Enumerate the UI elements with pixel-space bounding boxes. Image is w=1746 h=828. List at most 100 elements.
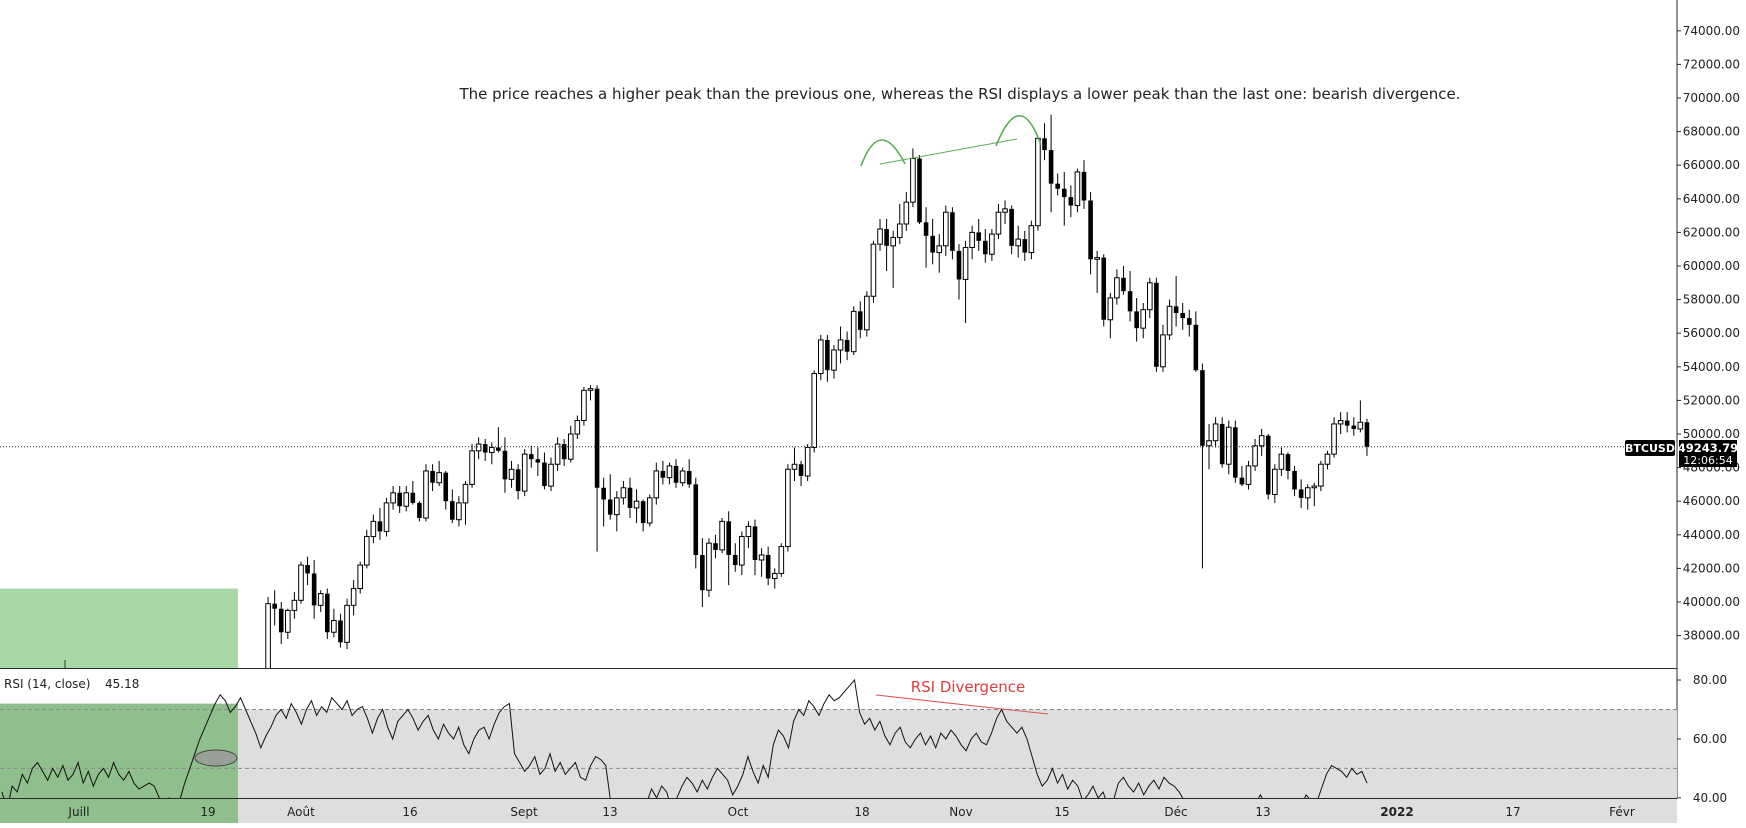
candle-body-down bbox=[627, 487, 633, 508]
candle bbox=[798, 460, 804, 487]
candle-body-down bbox=[917, 158, 922, 223]
candle bbox=[521, 449, 528, 497]
candle bbox=[357, 561, 363, 594]
candle bbox=[430, 464, 435, 492]
candle bbox=[620, 481, 627, 505]
candle-body-up bbox=[745, 525, 752, 537]
candle bbox=[450, 489, 455, 524]
price-divergence-drawing[interactable] bbox=[860, 114, 1042, 167]
candle-body-up bbox=[1272, 468, 1278, 495]
candle-body-down bbox=[1088, 200, 1093, 260]
annotation-text[interactable]: The price reaches a higher peak than the… bbox=[458, 85, 1460, 103]
candle-body-up bbox=[1094, 257, 1100, 260]
candle bbox=[1147, 277, 1153, 319]
candle-body-up bbox=[1357, 421, 1364, 430]
candle bbox=[1304, 484, 1311, 510]
candle-body-up bbox=[370, 520, 377, 537]
rsi-line bbox=[1, 678, 1368, 798]
candle-body-up bbox=[804, 446, 811, 477]
candle bbox=[554, 437, 561, 471]
candle bbox=[417, 501, 422, 522]
candle-body-down bbox=[1298, 489, 1304, 498]
candle-body-down bbox=[857, 311, 863, 330]
candle bbox=[1351, 417, 1357, 436]
candle bbox=[528, 445, 534, 468]
candle-body-up bbox=[1258, 435, 1265, 447]
candle bbox=[1094, 250, 1100, 293]
time-axis-label: Sept bbox=[510, 805, 538, 819]
candle-body-down bbox=[1180, 313, 1185, 319]
candle bbox=[956, 244, 962, 300]
candle bbox=[363, 529, 370, 569]
candle bbox=[1331, 417, 1337, 458]
candlestick-series bbox=[265, 114, 1370, 668]
candle bbox=[272, 590, 277, 626]
candle-body-down bbox=[325, 593, 330, 633]
candle bbox=[818, 334, 824, 381]
candle-body-down bbox=[660, 470, 666, 478]
price-tick-label: 72000.00 bbox=[1683, 57, 1740, 71]
candle-body-down bbox=[430, 470, 435, 483]
rsi-divergence-line[interactable] bbox=[875, 694, 1049, 715]
time-axis-label: Févr bbox=[1609, 805, 1635, 819]
candle-body-up bbox=[1015, 238, 1022, 247]
price-tick-label: 52000.00 bbox=[1683, 393, 1740, 407]
candle-body-down bbox=[1009, 208, 1014, 246]
candle-body-down bbox=[686, 470, 692, 485]
support-zone[interactable] bbox=[0, 588, 238, 668]
candle bbox=[265, 596, 271, 668]
candle bbox=[1121, 266, 1126, 295]
time-axis-label: 15 bbox=[1054, 805, 1069, 819]
candle bbox=[1225, 420, 1232, 475]
candle bbox=[706, 538, 712, 597]
last-price-value: 49243.79 bbox=[1678, 441, 1738, 455]
rsi-legend-label[interactable]: RSI (14, close) bbox=[4, 677, 90, 691]
price-tick-label: 56000.00 bbox=[1683, 326, 1740, 340]
rsi-line-series bbox=[1, 678, 1368, 798]
candle-body-down bbox=[1055, 183, 1060, 189]
candle-body-down bbox=[601, 487, 606, 500]
candle-body-down bbox=[338, 620, 343, 643]
time-axis-label: 17 bbox=[1505, 805, 1520, 819]
candle bbox=[877, 218, 883, 251]
candle bbox=[1022, 230, 1028, 261]
price-tick-label: 50000.00 bbox=[1683, 427, 1740, 441]
rsi-low-marker-ellipse[interactable] bbox=[194, 749, 238, 767]
price-tick-label: 74000.00 bbox=[1683, 24, 1740, 38]
candle-body-up bbox=[1318, 463, 1324, 487]
symbol-label[interactable]: BTCUSD bbox=[1625, 440, 1675, 456]
candle-body-up bbox=[719, 520, 725, 551]
candle-body-down bbox=[417, 502, 422, 518]
candle-body-up bbox=[1252, 445, 1258, 467]
last-price-label[interactable]: 49243.79 12:06:54 bbox=[1678, 440, 1738, 467]
price-peak-connector-line[interactable] bbox=[879, 138, 1018, 165]
candle bbox=[456, 496, 462, 527]
candle-body-up bbox=[850, 310, 857, 353]
candle bbox=[831, 344, 837, 379]
candle bbox=[482, 439, 488, 461]
candle bbox=[943, 205, 949, 256]
candle-body-down bbox=[450, 501, 455, 520]
candle bbox=[917, 155, 922, 224]
time-axis-label: Nov bbox=[949, 805, 972, 819]
candle-body-up bbox=[1107, 297, 1114, 321]
candle-body-up bbox=[1002, 208, 1008, 213]
candle-body-up bbox=[581, 389, 587, 422]
candle-body-up bbox=[456, 502, 462, 521]
candle-body-up bbox=[811, 373, 818, 448]
candle bbox=[1285, 452, 1291, 480]
rsi-divergence-label[interactable]: RSI Divergence bbox=[911, 678, 1026, 696]
time-axis[interactable]: Juill 19 Août 16 Sept 13 Oct 18 Nov 15 Déc 13 2022 17… bbox=[67, 805, 1634, 819]
candle-body-down bbox=[1022, 239, 1028, 253]
candle bbox=[1028, 220, 1035, 260]
price-peak-arc-2[interactable] bbox=[995, 114, 1042, 147]
time-axis-label: 13 bbox=[1255, 805, 1270, 819]
candle-body-up bbox=[620, 487, 627, 499]
support-zone-layer bbox=[0, 588, 238, 668]
candle-body-up bbox=[870, 243, 877, 297]
candle bbox=[811, 370, 818, 453]
price-peak-arc-1[interactable] bbox=[860, 139, 906, 167]
